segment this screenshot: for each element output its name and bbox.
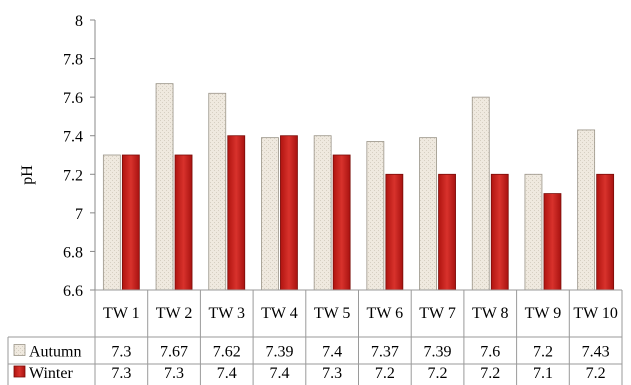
bar-autumn xyxy=(366,141,385,291)
bar-winter xyxy=(438,173,456,291)
bar-autumn xyxy=(419,137,437,291)
x-tick-label: TW 4 xyxy=(261,305,298,322)
table-value: 7.3 xyxy=(111,365,131,382)
y-tick-label: 7 xyxy=(75,206,83,223)
y-tick-label: 6.8 xyxy=(63,244,83,261)
y-tick-label: 7.8 xyxy=(63,52,83,69)
table-value: 7.67 xyxy=(160,344,188,361)
y-tick-label: 7.2 xyxy=(63,167,83,184)
bar-autumn xyxy=(313,135,332,291)
x-tick-label: TW 8 xyxy=(472,305,509,322)
table-value: 7.43 xyxy=(582,344,610,361)
table-value: 7.37 xyxy=(371,344,399,361)
table-value: 7.2 xyxy=(428,365,448,382)
bar-winter xyxy=(280,135,298,291)
y-axis-label: pH xyxy=(19,165,36,185)
table-value: 7.39 xyxy=(265,344,293,361)
table-value: 7.2 xyxy=(375,365,395,382)
bar-winter xyxy=(543,193,562,291)
table-value: 7.4 xyxy=(217,365,237,382)
bars xyxy=(102,83,615,291)
table-value: 7.3 xyxy=(322,365,342,382)
legend-label-winter: Winter xyxy=(29,365,73,382)
y-tick-label: 7.6 xyxy=(63,90,83,107)
legend-key-winter xyxy=(13,365,26,378)
bar-autumn xyxy=(577,129,596,291)
bar-winter xyxy=(174,154,193,291)
y-tick-label: 8 xyxy=(75,13,83,30)
x-tick-label: TW 9 xyxy=(525,305,562,322)
x-tick-label: TW 7 xyxy=(419,305,456,322)
table-value: 7.1 xyxy=(533,365,553,382)
legend-label-autumn: Autumn xyxy=(29,344,81,361)
table-value: 7.4 xyxy=(269,365,289,382)
table-value: 7.3 xyxy=(111,344,131,361)
x-tick-label: TW 10 xyxy=(573,305,618,322)
y-axis: 6.6 6.8 7 7.2 7.4 7.6 7.8 8 xyxy=(63,13,96,300)
table-value: 7.3 xyxy=(164,365,184,382)
x-tick-label: TW 5 xyxy=(314,305,351,322)
bar-winter xyxy=(596,173,615,291)
bar-winter xyxy=(121,154,140,291)
bar-winter xyxy=(490,173,509,291)
table-value: 7.62 xyxy=(213,344,241,361)
x-tick-label: TW 1 xyxy=(103,305,140,322)
bar-autumn xyxy=(471,96,490,291)
data-table: TW 1 TW 2 TW 3 TW 4 TW 5 TW 6 TW 7 TW 8 TW 9 TW 1… xyxy=(7,289,623,385)
bar-winter xyxy=(385,173,404,291)
bar-winter xyxy=(227,135,246,291)
table-value: 7.2 xyxy=(586,365,606,382)
bar-autumn xyxy=(155,83,174,291)
bar-autumn xyxy=(524,173,543,291)
table-value: 7.6 xyxy=(480,344,500,361)
y-tick-label: 7.4 xyxy=(63,129,83,146)
table-value: 7.2 xyxy=(533,344,553,361)
x-tick-label: TW 3 xyxy=(208,305,245,322)
table-value: 7.2 xyxy=(480,365,500,382)
legend-key-autumn xyxy=(13,344,26,356)
x-tick-label: TW 6 xyxy=(367,305,404,322)
bar-autumn xyxy=(208,92,227,291)
y-tick-label: 6.6 xyxy=(63,283,83,300)
bar-autumn xyxy=(102,154,121,291)
table-value: 7.39 xyxy=(424,344,452,361)
bar-autumn xyxy=(261,137,279,291)
table-value: 7.4 xyxy=(322,344,342,361)
bar-winter xyxy=(332,154,351,291)
x-tick-label: TW 2 xyxy=(156,305,193,322)
